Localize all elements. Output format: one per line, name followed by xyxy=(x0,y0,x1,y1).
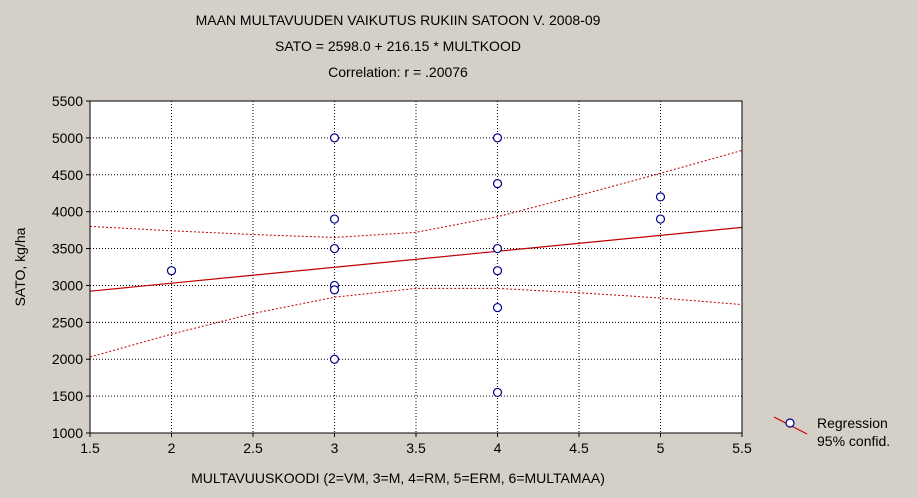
chart-subtitle: SATO = 2598.0 + 216.15 * MULTKOOD xyxy=(275,38,521,54)
y-tick-label: 3000 xyxy=(52,277,83,293)
data-point xyxy=(655,192,666,202)
legend-label-confidence: 95% confid. xyxy=(817,433,890,449)
data-point xyxy=(329,354,340,364)
confidence-upper-band xyxy=(89,149,743,239)
x-tick-label: 5 xyxy=(657,440,665,456)
legend: Regression 95% confid. xyxy=(773,415,890,449)
y-tick-label: 2000 xyxy=(52,351,83,367)
data-points xyxy=(166,133,666,398)
x-tick-label: 4.5 xyxy=(569,440,589,456)
y-tick-label: 3500 xyxy=(52,241,83,257)
chart-subtitle-correlation: Correlation: r = .20076 xyxy=(328,64,468,80)
data-point xyxy=(492,243,503,254)
data-point xyxy=(329,214,340,224)
data-point xyxy=(655,214,666,224)
y-axis-ticks: 1000 1500 2000 2500 3000 3500 4000 4500 5000 5500 xyxy=(52,93,90,441)
data-point xyxy=(492,387,503,398)
y-tick-label: 1000 xyxy=(52,425,83,441)
data-point xyxy=(492,266,503,276)
x-tick-label: 4 xyxy=(494,440,502,456)
confidence-bands xyxy=(89,149,743,358)
data-point xyxy=(329,285,340,295)
data-point xyxy=(492,179,503,189)
chart-title: MAAN MULTAVUUDEN VAIKUTUS RUKIIN SATOON … xyxy=(196,12,601,28)
x-axis-label: MULTAVUUSKOODI (2=VM, 3=M, 4=RM, 5=ERM, … xyxy=(191,470,605,486)
x-tick-label: 2 xyxy=(168,440,176,456)
y-tick-label: 4500 xyxy=(52,167,83,183)
data-point xyxy=(329,243,340,254)
x-tick-label: 5.5 xyxy=(732,440,752,456)
x-tick-label: 1.5 xyxy=(80,440,100,456)
legend-label-regression: Regression xyxy=(817,415,888,431)
y-tick-label: 5500 xyxy=(52,93,83,109)
confidence-lower-band xyxy=(89,287,743,358)
data-point xyxy=(166,266,177,276)
data-point xyxy=(329,133,340,143)
data-point xyxy=(492,302,503,313)
y-tick-label: 2500 xyxy=(52,314,83,330)
data-point xyxy=(492,133,503,143)
x-tick-label: 3 xyxy=(331,440,339,456)
y-tick-label: 1500 xyxy=(52,388,83,404)
y-axis-label: SATO, kg/ha xyxy=(12,227,28,306)
x-axis-ticks: 1.5 2 2.5 3 3.5 4 4.5 5 5.5 xyxy=(80,433,752,456)
y-tick-label: 4000 xyxy=(52,204,83,220)
regression-line xyxy=(89,226,743,292)
y-tick-label: 5000 xyxy=(52,130,83,146)
regression-line-group xyxy=(89,226,743,292)
x-tick-label: 2.5 xyxy=(243,440,263,456)
legend-point-swatch xyxy=(785,418,795,428)
x-tick-label: 3.5 xyxy=(406,440,426,456)
